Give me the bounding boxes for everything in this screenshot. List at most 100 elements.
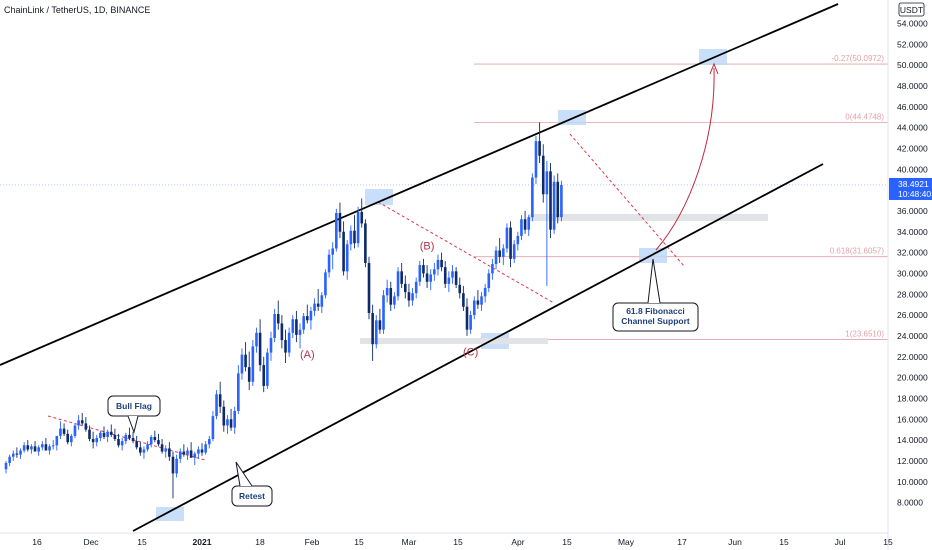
candle-body (396, 271, 400, 297)
candle-body (91, 439, 95, 443)
candle-body (534, 141, 538, 178)
y-tick-label: 12.0000 (897, 456, 928, 466)
candle-body (30, 446, 33, 450)
candle-body (171, 456, 175, 474)
candle-body (560, 184, 563, 218)
candle-body (99, 432, 102, 438)
candle-body (73, 425, 77, 436)
candle-body (153, 436, 157, 441)
y-tick-label: 18.0000 (897, 393, 928, 403)
support-zone (528, 214, 768, 221)
highlight-zone (639, 248, 667, 263)
candle-body (66, 433, 70, 443)
candle-body (117, 439, 120, 446)
candle-body (378, 320, 382, 330)
x-tick-label: Apr (511, 537, 524, 547)
currency-label: USDT (900, 5, 923, 15)
x-tick-label: 18 (255, 537, 265, 547)
candle-body (11, 453, 15, 457)
candle-body (356, 211, 360, 244)
candle-body (469, 315, 472, 330)
x-tick-label: 15 (883, 537, 893, 547)
candle-body (178, 451, 182, 459)
candle-body (556, 181, 560, 218)
support-zone (360, 338, 548, 344)
x-tick-label: May (618, 537, 635, 547)
candle-body (226, 419, 229, 426)
candle-body (545, 171, 549, 195)
candle-body (454, 271, 458, 285)
candle-body (440, 259, 443, 268)
candle-body (284, 340, 287, 353)
candle-body (229, 419, 233, 428)
candle-body (433, 269, 436, 275)
candle-body (287, 332, 291, 353)
candle-body (19, 450, 22, 455)
fib-level-label: 0(44.4748) (845, 113, 884, 122)
wave-label: (C) (463, 347, 478, 359)
y-tick-label: 8.0000 (897, 498, 923, 508)
candle-body (77, 420, 80, 426)
candle-body (70, 435, 73, 443)
candle-body (164, 448, 168, 452)
candle-body (62, 428, 66, 434)
candle-body (255, 332, 258, 347)
candle-body (520, 219, 523, 236)
x-tick-label: Jul (835, 537, 846, 547)
candle-body (84, 423, 88, 430)
candle-body (371, 313, 374, 345)
fib-level-label: 1(23.6510) (845, 330, 884, 339)
candle-body (262, 365, 266, 386)
candle-body (149, 436, 153, 445)
callout-text: Channel Support (621, 316, 690, 326)
x-tick-label: 15 (453, 537, 463, 547)
candle-body (385, 288, 389, 296)
candle-body (211, 416, 215, 440)
projection-arrow-head (709, 62, 719, 75)
candle-body (422, 265, 425, 274)
candle-body (335, 213, 338, 249)
candle-body (320, 295, 324, 307)
y-tick-label: 50.0000 (897, 60, 928, 70)
callout-text: Retest (239, 491, 265, 501)
x-tick-label: 16 (32, 537, 42, 547)
candle-body (269, 338, 273, 353)
candle-body (240, 354, 244, 374)
candle-body (345, 244, 349, 272)
candle-body (429, 274, 433, 282)
y-tick-label: 34.0000 (897, 227, 928, 237)
candle-body (393, 296, 396, 305)
candle-body (527, 217, 531, 230)
fib-level-label: -0.27(50.0972) (832, 54, 885, 63)
candle-body (55, 435, 59, 446)
y-tick-label: 22.0000 (897, 352, 928, 362)
candle-body (124, 434, 128, 442)
candle-body (498, 250, 501, 257)
callout-pointer (647, 258, 661, 304)
channel-lower-line (132, 163, 824, 532)
candle-body (48, 446, 51, 451)
candle-body (266, 352, 269, 386)
candle-body (80, 420, 84, 424)
candle-body (218, 394, 222, 407)
candle-body (487, 273, 491, 288)
candle-body (516, 235, 520, 245)
candle-body (237, 373, 240, 411)
candle-body (512, 244, 516, 259)
candle-body (193, 453, 197, 458)
callout-pointer (127, 415, 139, 434)
price-tag (889, 177, 932, 200)
x-tick-label: 2021 (193, 537, 212, 547)
projection-arrow (655, 67, 715, 251)
chart-title: ChainLink / TetherUS, 1D, BINANCE (4, 5, 150, 15)
candle-body (113, 434, 117, 440)
candle-body (309, 310, 313, 321)
candle-body (302, 316, 305, 330)
candle-body (364, 223, 367, 263)
x-tick-label: 17 (677, 537, 687, 547)
candle-body (37, 447, 40, 452)
candle-body (414, 281, 418, 294)
candle-body (41, 444, 44, 448)
currency-badge (898, 2, 925, 17)
